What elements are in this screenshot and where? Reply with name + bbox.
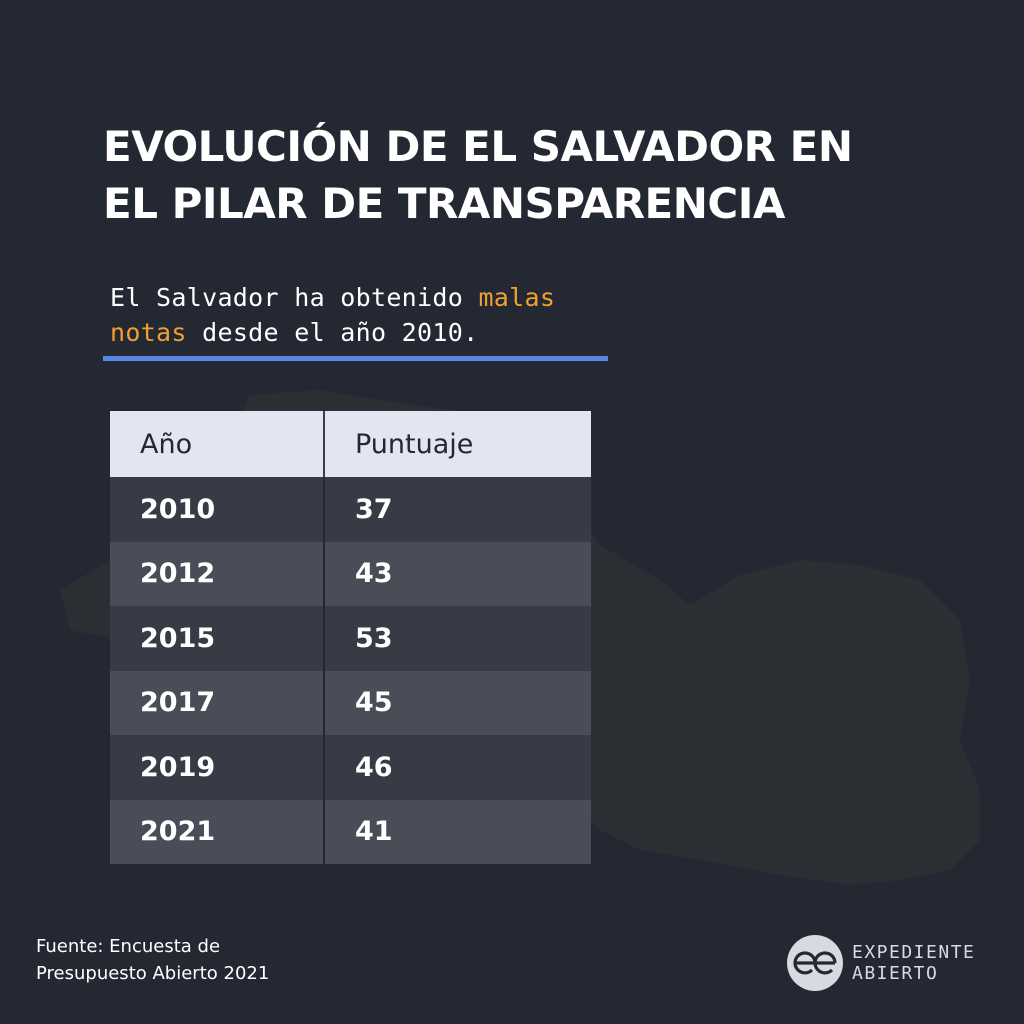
cell-year: 2015 <box>110 606 325 671</box>
table-row: 2017 45 <box>110 670 591 735</box>
cell-score: 41 <box>324 799 591 864</box>
brand-name: EXPEDIENTE ABIERTO <box>852 942 975 984</box>
subtitle-highlight: malas notas <box>110 283 556 347</box>
table-row: 2012 43 <box>110 541 591 606</box>
cell-score: 45 <box>324 670 591 735</box>
divider-rule <box>103 356 608 361</box>
table-row: 2010 37 <box>110 477 591 542</box>
cell-year: 2019 <box>110 735 325 800</box>
header-year: Año <box>110 411 325 477</box>
cell-year: 2010 <box>110 477 325 542</box>
table-row: 2015 53 <box>110 606 591 671</box>
cell-score: 37 <box>324 477 591 542</box>
expediente-abierto-logo-icon <box>787 935 843 991</box>
cell-year: 2017 <box>110 670 325 735</box>
cell-year: 2012 <box>110 541 325 606</box>
page-title: EVOLUCIÓN DE EL SALVADOR EN EL PILAR DE … <box>103 118 883 232</box>
table-header-row: Año Puntuaje <box>110 411 591 477</box>
cell-score: 46 <box>324 735 591 800</box>
cell-year: 2021 <box>110 799 325 864</box>
table-row: 2019 46 <box>110 735 591 800</box>
table-row: 2021 41 <box>110 799 591 864</box>
subtitle: El Salvador ha obtenido malas notas desd… <box>110 280 630 350</box>
title-line-2: EL PILAR DE TRANSPARENCIA <box>103 179 785 228</box>
brand-line-1: EXPEDIENTE <box>852 942 976 963</box>
cell-score: 43 <box>324 541 591 606</box>
source-note: Fuente: Encuesta de Presupuesto Abierto … <box>36 933 356 987</box>
cell-score: 53 <box>324 606 591 671</box>
source-line-1: Fuente: Encuesta de <box>36 936 221 957</box>
header-score: Puntuaje <box>324 411 591 477</box>
subtitle-text-1: El Salvador ha obtenido <box>110 283 479 312</box>
title-line-1: EVOLUCIÓN DE EL SALVADOR EN <box>103 122 853 171</box>
brand-line-2: ABIERTO <box>852 963 939 984</box>
source-line-2: Presupuesto Abierto 2021 <box>36 963 270 984</box>
subtitle-text-2: desde el año 2010. <box>186 318 479 347</box>
scores-table: Año Puntuaje 2010 37 2012 43 2015 53 201… <box>110 411 591 864</box>
brand-logo: EXPEDIENTE ABIERTO <box>786 933 975 993</box>
